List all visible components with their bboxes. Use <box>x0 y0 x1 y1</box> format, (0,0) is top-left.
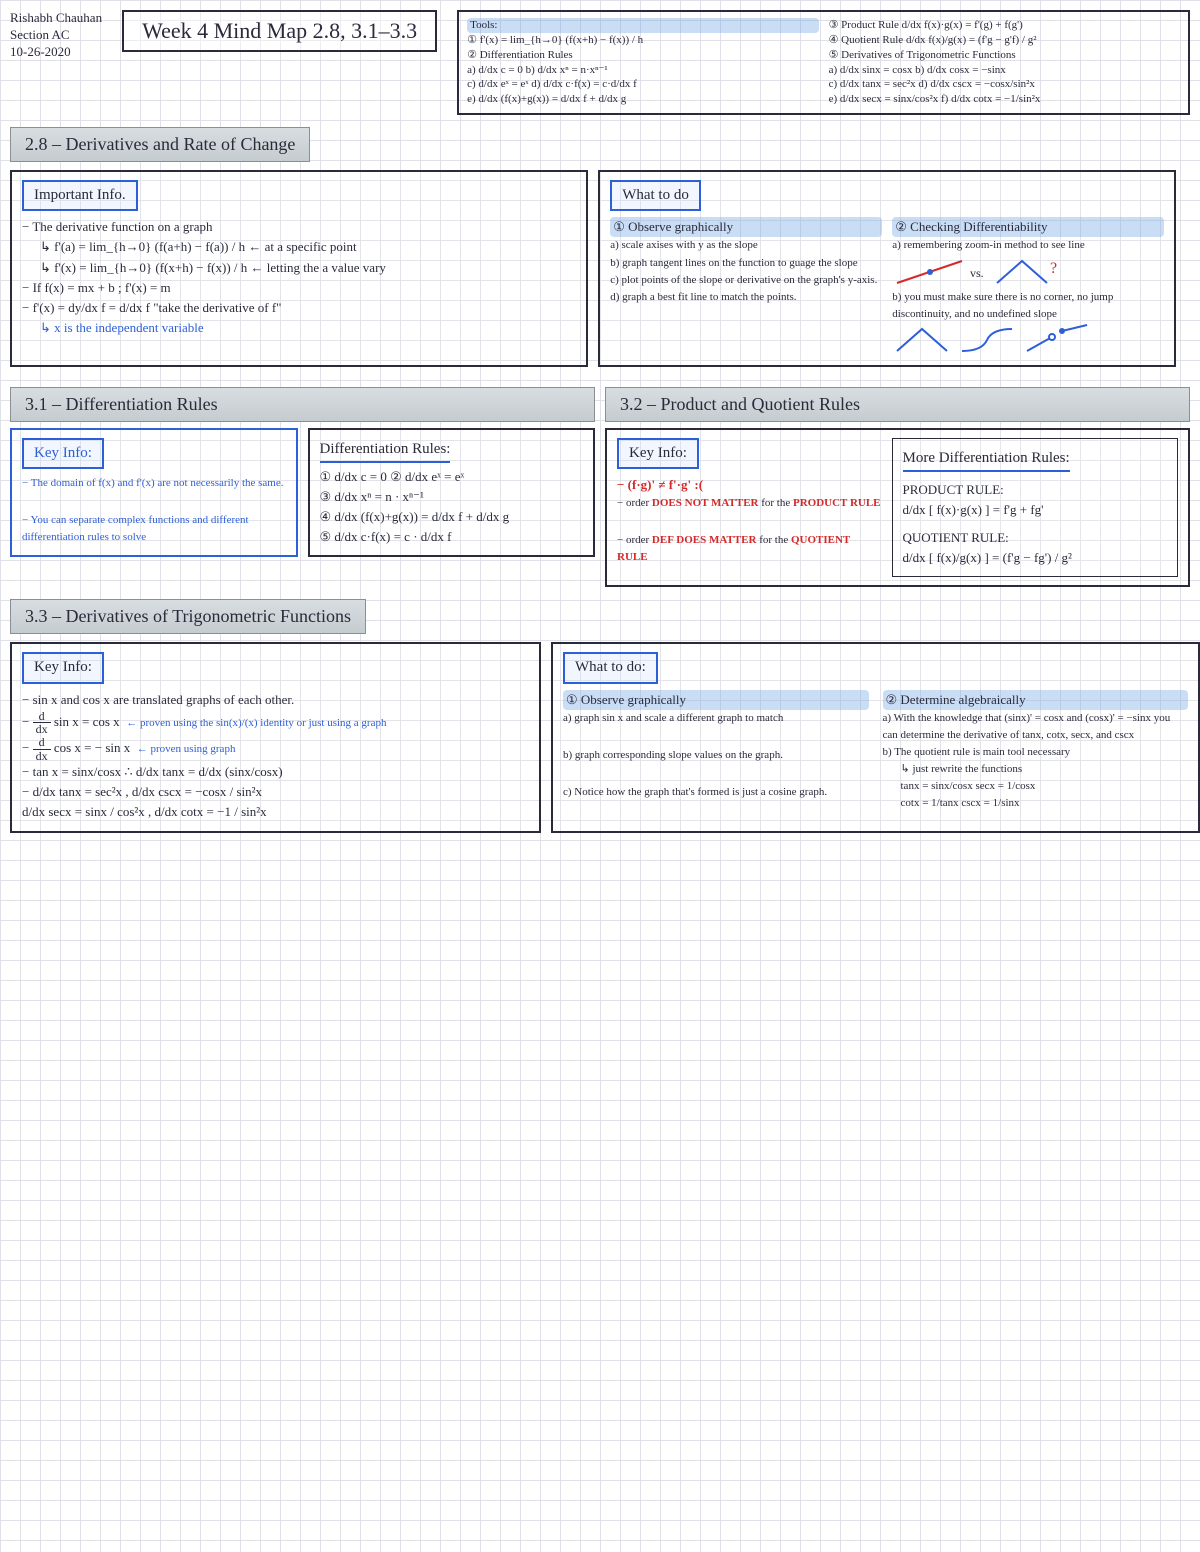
s31-l1: − You can separate complex functions and… <box>22 512 286 546</box>
s28-right-panel: What to do ① Observe graphically a) scal… <box>598 170 1176 367</box>
s28-l5: ↳ x is the independent variable <box>22 318 576 338</box>
page-title: Week 4 Mind Map 2.8, 3.1–3.3 <box>122 10 437 52</box>
svg-text:vs.: vs. <box>970 266 984 280</box>
s28-r1c: c) plot points of the slope or derivativ… <box>610 272 882 289</box>
s32-l2: − order DEF DOES MATTER for the QUOTIENT… <box>617 532 882 566</box>
s31-right-label: Differentiation Rules: <box>320 438 451 463</box>
s28-left-panel: Important Info. − The derivative functio… <box>10 170 588 367</box>
s33-r-h2: ② Determine algebraically <box>883 690 1189 710</box>
s33-r1b: b) graph corresponding slope values on t… <box>563 747 869 764</box>
s31-left-panel: Key Info: − The domain of f(x) and f'(x)… <box>10 428 298 558</box>
s28-l1: ↳ f'(a) = lim_{h→0} (f(a+h) − f(a)) / h … <box>22 237 576 257</box>
s31-l0: − The domain of f(x) and f'(x) are not n… <box>22 475 286 492</box>
student-section: Section AC <box>10 27 102 44</box>
s28-l0: − The derivative function on a graph <box>22 217 576 237</box>
s33-l3: − tan x = sinx/cosx ∴ d/dx tanx = d/dx (… <box>22 762 529 782</box>
qr-title: QUOTIENT RULE: <box>903 528 1168 548</box>
tools-r5: e) d/dx secx = sinx/cos²x f) d/dx cotx =… <box>829 92 1180 107</box>
s28-l3: − If f(x) = mx + b ; f'(x) = m <box>22 278 576 298</box>
student-name: Rishabh Chauhan <box>10 10 102 27</box>
svg-text:?: ? <box>1050 260 1057 277</box>
s31-left-label: Key Info: <box>22 438 104 469</box>
student-info: Rishabh Chauhan Section AC 10-26-2020 <box>10 10 102 61</box>
tools-r3: a) d/dx sinx = cosx b) d/dx cosx = −sinx <box>829 63 1180 78</box>
s33-r1a: a) graph sin x and scale a different gra… <box>563 710 869 727</box>
s31-r1: ③ d/dx xⁿ = n · xⁿ⁻¹ <box>320 487 584 507</box>
s33-l5: d/dx secx = sinx / cos²x , d/dx cotx = −… <box>22 802 529 822</box>
s33-r2a: a) With the knowledge that (sinx)' = cos… <box>883 710 1189 744</box>
s32-left-label: Key Info: <box>617 438 699 469</box>
s33-l1: − ddx sin x = cos x ← proven using the s… <box>22 710 529 736</box>
s33-left-label: Key Info: <box>22 652 104 683</box>
s33-l2: − ddx cos x = − sin x ← proven using gra… <box>22 736 529 762</box>
s31-r2: ④ d/dx (f(x)+g(x)) = d/dx f + d/dx g <box>320 507 584 527</box>
tools-l2: a) d/dx c = 0 b) d/dx xⁿ = n·xⁿ⁻¹ <box>467 63 818 78</box>
s28-left-label: Important Info. <box>22 180 138 211</box>
s28-l2: ↳ f'(x) = lim_{h→0} (f(x+h) − f(x)) / h … <box>22 258 576 278</box>
nondiff-sketch-icon <box>892 323 1092 357</box>
s33-l4: − d/dx tanx = sec²x , d/dx cscx = −cosx … <box>22 782 529 802</box>
tools-r2: ⑤ Derivatives of Trigonometric Functions <box>829 48 1180 63</box>
tools-box: Tools: ① f'(x) = lim_{h→0} (f(x+h) − f(x… <box>457 10 1190 115</box>
student-date: 10-26-2020 <box>10 44 102 61</box>
s28-r1d: d) graph a best fit line to match the po… <box>610 289 882 306</box>
s28-right-label: What to do <box>610 180 701 211</box>
s33-r2c: ↳ just rewrite the functions <box>883 761 1189 778</box>
header: Rishabh Chauhan Section AC 10-26-2020 We… <box>10 10 1190 115</box>
s33-r-h1: ① Observe graphically <box>563 690 869 710</box>
pr-title: PRODUCT RULE: <box>903 480 1168 500</box>
s28-r1a: a) scale axises with y as the slope <box>610 237 882 254</box>
s32-right-label: More Differentiation Rules: <box>903 447 1070 472</box>
tools-l1: ② Differentiation Rules <box>467 48 818 63</box>
s33-r2e: cotx = 1/tanx cscx = 1/sinx <box>883 795 1189 812</box>
s28-r-h2: ② Checking Differentiability <box>892 217 1164 237</box>
qr-formula: d/dx [ f(x)/g(x) ] = (f'g − fg') / g² <box>903 548 1168 568</box>
s32-l1: − order DOES NOT MATTER for the PRODUCT … <box>617 495 882 512</box>
s28-r2b: b) you must make sure there is no corner… <box>892 289 1164 323</box>
pr-formula: d/dx [ f(x)·g(x) ] = f'g + fg' <box>903 500 1168 520</box>
s33-r2d: tanx = sinx/cosx secx = 1/cosx <box>883 778 1189 795</box>
s32-l0: − (f·g)' ≠ f'·g' :( <box>617 475 882 495</box>
tools-r4: c) d/dx tanx = sec²x d) d/dx cscx = −cos… <box>829 77 1180 92</box>
section-28-bar: 2.8 – Derivatives and Rate of Change <box>10 127 310 162</box>
section-32-bar: 3.2 – Product and Quotient Rules <box>605 387 1190 422</box>
s33-right-panel: What to do: ① Observe graphically a) gra… <box>551 642 1200 832</box>
section-31-bar: 3.1 – Differentiation Rules <box>10 387 595 422</box>
s28-r1b: b) graph tangent lines on the function t… <box>610 255 882 272</box>
tools-r0: ③ Product Rule d/dx f(x)·g(x) = f'(g) + … <box>829 18 1180 33</box>
s32-panel: Key Info: − (f·g)' ≠ f'·g' :( − order DO… <box>605 428 1190 588</box>
s33-l0: − sin x and cos x are translated graphs … <box>22 690 529 710</box>
s33-r2b: b) The quotient rule is main tool necess… <box>883 744 1189 761</box>
s33-r1c: c) Notice how the graph that's formed is… <box>563 784 869 801</box>
s28-r2a: a) remembering zoom-in method to see lin… <box>892 237 1164 254</box>
s28-l4: − f'(x) = dy/dx f = d/dx f "take the der… <box>22 298 576 318</box>
s33-right-label: What to do: <box>563 652 658 683</box>
tools-l3: c) d/dx eˣ = eˣ d) d/dx c·f(x) = c·d/dx … <box>467 77 818 92</box>
s33-left-panel: Key Info: − sin x and cos x are translat… <box>10 642 541 832</box>
section-33-bar: 3.3 – Derivatives of Trigonometric Funct… <box>10 599 366 634</box>
tools-r1: ④ Quotient Rule d/dx f(x)/g(x) = (f'g − … <box>829 33 1180 48</box>
tools-l0: ① f'(x) = lim_{h→0} (f(x+h) − f(x)) / h <box>467 33 818 48</box>
tools-heading: Tools: <box>467 18 818 33</box>
s28-r-h1: ① Observe graphically <box>610 217 882 237</box>
s31-r0: ① d/dx c = 0 ② d/dx eˣ = eˣ <box>320 467 584 487</box>
zoom-sketch-icon: vs. ? <box>892 255 1062 289</box>
tools-l4: e) d/dx (f(x)+g(x)) = d/dx f + d/dx g <box>467 92 818 107</box>
s31-r3: ⑤ d/dx c·f(x) = c · d/dx f <box>320 527 584 547</box>
s31-right-panel: Differentiation Rules: ① d/dx c = 0 ② d/… <box>308 428 596 558</box>
